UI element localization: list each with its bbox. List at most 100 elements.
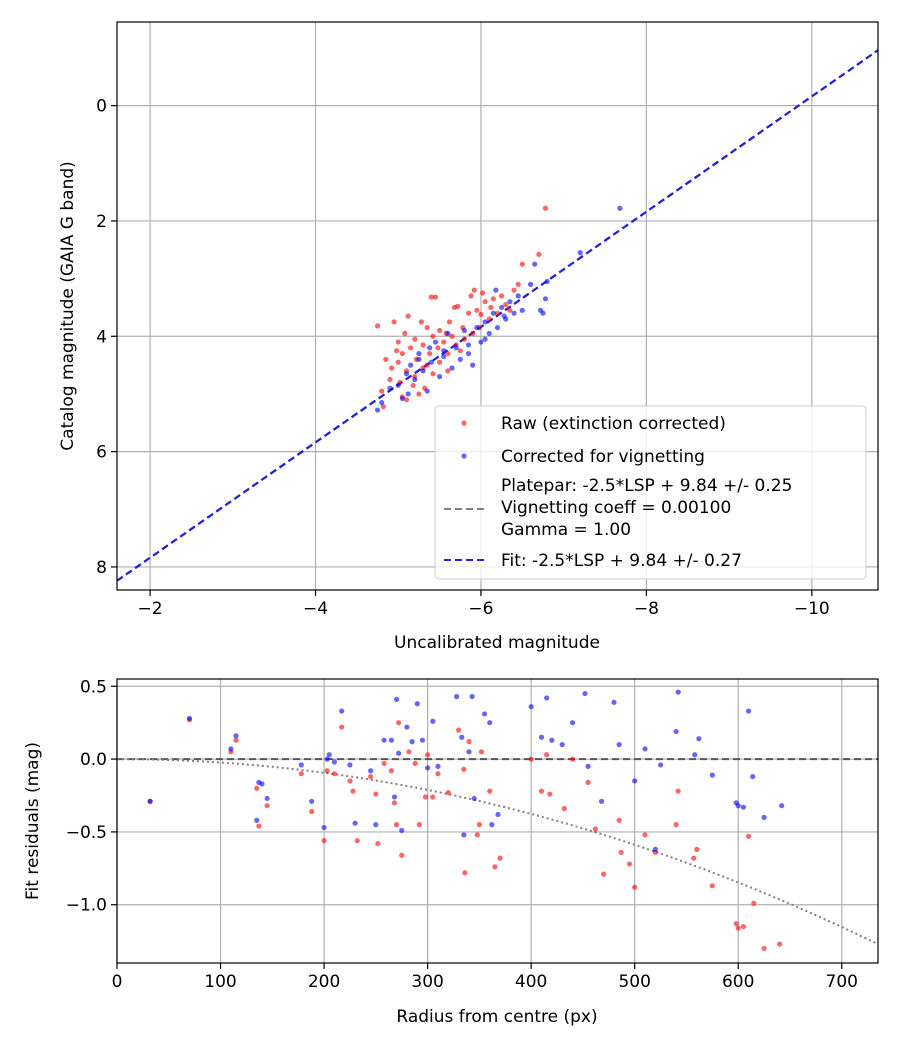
data-point bbox=[449, 365, 455, 371]
legend: Raw (extinction corrected) Corrected for… bbox=[434, 405, 867, 580]
data-point bbox=[396, 750, 402, 756]
data-point bbox=[453, 345, 459, 351]
data-point bbox=[446, 319, 453, 325]
data-point bbox=[544, 752, 550, 758]
bottom-data-points bbox=[147, 689, 785, 952]
data-point bbox=[494, 325, 501, 331]
data-point bbox=[264, 803, 270, 809]
data-point bbox=[642, 746, 648, 752]
data-point bbox=[395, 382, 401, 388]
data-point bbox=[478, 339, 484, 345]
data-point bbox=[435, 345, 441, 351]
y-tick-label: 8 bbox=[96, 558, 107, 578]
data-point bbox=[482, 336, 488, 342]
data-point bbox=[490, 310, 496, 316]
x-tick-label: −6 bbox=[468, 599, 493, 619]
data-point bbox=[436, 327, 443, 334]
data-point bbox=[381, 737, 387, 743]
data-point bbox=[393, 822, 400, 828]
data-point bbox=[542, 205, 549, 211]
legend-platepar-line-2: Vignetting coeff = 0.00100 bbox=[501, 498, 731, 518]
data-point bbox=[256, 823, 262, 829]
bottom-x-axis-label: Radius from centre (px) bbox=[396, 1007, 597, 1027]
data-point bbox=[368, 768, 374, 774]
data-point bbox=[542, 296, 549, 302]
data-point bbox=[569, 756, 576, 762]
data-point bbox=[585, 763, 591, 769]
data-point bbox=[532, 261, 538, 267]
data-point bbox=[379, 399, 385, 406]
y-tick-label: 2 bbox=[96, 212, 107, 232]
data-point bbox=[395, 359, 401, 365]
data-point bbox=[456, 727, 462, 733]
data-point bbox=[465, 310, 472, 316]
data-point bbox=[709, 772, 715, 778]
y-tick-label: 4 bbox=[96, 327, 107, 347]
data-point bbox=[339, 724, 345, 730]
x-tick-label: 100 bbox=[204, 972, 236, 992]
data-point bbox=[420, 368, 426, 374]
data-point bbox=[519, 261, 525, 267]
data-point bbox=[406, 749, 412, 755]
data-point bbox=[632, 884, 638, 890]
data-point bbox=[416, 391, 422, 397]
data-point bbox=[454, 693, 460, 700]
data-point bbox=[412, 760, 418, 767]
data-point bbox=[777, 941, 783, 947]
data-point bbox=[468, 293, 474, 299]
data-point bbox=[740, 923, 747, 930]
x-tick-label: 400 bbox=[515, 972, 547, 992]
data-point bbox=[379, 388, 385, 394]
data-point bbox=[459, 734, 465, 740]
data-point bbox=[399, 350, 405, 357]
data-point bbox=[482, 299, 488, 305]
data-point bbox=[395, 339, 401, 345]
data-point bbox=[457, 356, 463, 362]
data-point bbox=[449, 333, 455, 339]
data-point bbox=[228, 746, 234, 752]
data-point bbox=[354, 838, 360, 844]
bottom-plot-frame bbox=[116, 678, 879, 964]
data-point bbox=[540, 310, 546, 316]
data-point bbox=[515, 281, 521, 287]
data-point bbox=[396, 720, 402, 726]
data-point bbox=[373, 791, 379, 797]
data-point bbox=[549, 737, 555, 743]
data-point bbox=[410, 382, 416, 388]
data-point bbox=[387, 376, 393, 383]
data-point bbox=[347, 778, 353, 784]
legend-platepar-line-3: Gamma = 1.00 bbox=[501, 520, 631, 540]
data-point bbox=[388, 737, 394, 743]
data-point bbox=[592, 826, 598, 832]
data-point bbox=[186, 715, 193, 721]
data-point bbox=[422, 794, 429, 800]
vignetting-curve bbox=[117, 758, 878, 946]
data-point bbox=[462, 870, 468, 876]
data-point bbox=[321, 824, 327, 831]
data-point bbox=[461, 766, 467, 772]
data-point bbox=[528, 756, 534, 762]
data-point bbox=[503, 301, 509, 308]
data-point bbox=[499, 293, 505, 299]
data-point bbox=[457, 348, 463, 354]
data-point bbox=[617, 205, 623, 211]
x-tick-label: −4 bbox=[303, 599, 328, 619]
data-point bbox=[779, 803, 785, 809]
data-point bbox=[618, 849, 624, 855]
data-point bbox=[424, 362, 430, 368]
data-point bbox=[391, 319, 397, 325]
x-tick-label: −10 bbox=[794, 599, 830, 619]
bottom-y-axis-label: Fit residuals (mag) bbox=[23, 742, 43, 900]
data-point bbox=[482, 319, 488, 325]
data-point bbox=[673, 822, 679, 828]
data-point bbox=[374, 323, 381, 329]
data-point bbox=[381, 760, 387, 767]
data-point bbox=[387, 385, 393, 391]
data-point bbox=[486, 316, 492, 322]
legend-corrected-label: Corrected for vignetting bbox=[501, 447, 705, 467]
x-tick-label: 0 bbox=[112, 972, 123, 992]
data-point bbox=[418, 319, 424, 325]
data-point bbox=[428, 294, 434, 300]
data-point bbox=[461, 327, 468, 334]
y-tick-label: 0.5 bbox=[80, 677, 107, 697]
